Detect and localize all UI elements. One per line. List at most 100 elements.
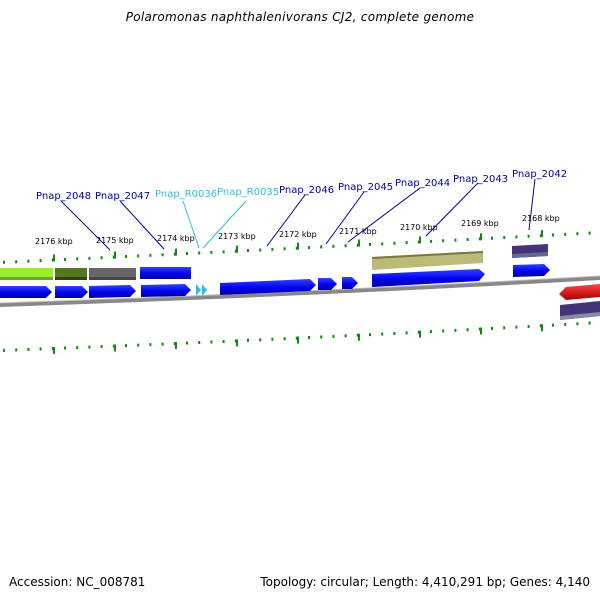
minor-tick [198,251,201,255]
minor-tick [137,343,140,347]
minor-tick [417,240,420,244]
outer-major-ticks [53,230,543,262]
major-tick [419,236,421,244]
minor-tick [552,233,554,237]
minor-tick [210,250,213,254]
cds-arrow[interactable] [372,269,485,287]
ruler-label: 2170 kbp [400,223,438,232]
minor-tick [3,260,5,264]
trna-arrow-r0035[interactable] [202,284,207,296]
minor-tick [405,331,408,335]
cds-arrow[interactable] [318,278,337,290]
minor-tick [320,335,323,339]
genome-info-label: Topology: circular; Length: 4,410,291 bp… [260,575,590,589]
minor-tick [51,347,54,351]
minor-tick [76,257,79,261]
gene-label-pnap-2042[interactable]: Pnap_2042 [512,169,567,180]
feature-purple-lower-shade [560,312,600,320]
major-tick [297,336,299,344]
minor-tick [454,238,457,242]
cds-arrow[interactable] [89,285,136,298]
minor-tick [186,252,188,256]
minor-tick [161,253,164,257]
minor-tick [15,348,18,352]
feature-blue-upper[interactable] [140,267,191,279]
minor-tick [588,321,591,325]
major-tick [358,333,360,341]
minor-tick [478,237,481,241]
gene-labels: Pnap_2048 Pnap_2047 Pnap_R0036 Pnap_R003… [36,169,567,202]
minor-tick [308,246,310,250]
minor-tick [259,248,262,252]
trna-arrow-r0036[interactable] [196,284,201,296]
minor-tick [503,236,506,240]
leader-line [182,200,200,249]
major-tick [358,239,360,247]
gene-label-pnap-r0036[interactable]: Pnap_R0036 [155,189,217,200]
leader-line [528,178,536,231]
leader-line [325,191,365,245]
minor-tick [222,339,225,343]
minor-tick [247,249,249,253]
cds-track [0,264,600,320]
gene-label-pnap-2046[interactable]: Pnap_2046 [279,185,334,196]
inner-major-ticks [53,324,543,354]
minor-tick [295,336,298,340]
minor-tick [344,334,347,338]
gene-label-pnap-2043[interactable]: Pnap_2043 [453,174,508,185]
minor-tick [161,342,164,346]
minor-tick [442,239,445,243]
minor-tick [539,324,542,328]
minor-tick [259,338,262,342]
minor-tick [539,234,542,238]
cds-arrow[interactable] [141,284,191,297]
feature-track-upper [0,244,548,280]
cds-arrow-reverse-red[interactable] [559,284,600,300]
gene-label-pnap-r0035[interactable]: Pnap_R0035 [217,187,279,198]
map-title: Polaromonas naphthalenivorans CJ2, compl… [125,10,475,24]
major-tick [236,245,238,253]
minor-tick [552,323,554,327]
minor-tick [125,255,127,259]
gene-label-pnap-2045[interactable]: Pnap_2045 [338,182,393,193]
minor-tick [295,246,298,250]
minor-tick [125,344,127,348]
major-tick [541,324,543,332]
minor-tick [332,334,335,338]
minor-tick [112,255,115,259]
minor-tick [442,329,445,333]
minor-tick [527,234,530,238]
major-tick [53,346,55,354]
ruler-label: 2174 kbp [157,234,195,243]
minor-tick [527,324,530,328]
minor-tick [503,326,506,330]
feature-khaki-shadow [372,251,483,259]
cds-arrow[interactable] [220,279,316,295]
minor-tick [234,339,237,343]
leader-line [425,182,479,237]
ruler-label: 2169 kbp [461,219,499,228]
minor-tick [137,254,140,258]
cds-arrow[interactable] [342,277,358,289]
minor-tick [39,347,42,351]
minor-tick [466,328,469,332]
minor-tick [369,242,371,246]
minor-tick [283,337,286,341]
cds-arrow[interactable] [513,264,550,277]
gene-label-pnap-2048[interactable]: Pnap_2048 [36,191,91,202]
cds-arrow[interactable] [55,286,88,298]
minor-tick [576,322,579,326]
minor-tick [64,257,66,261]
minor-tick [320,245,323,249]
minor-tick [466,237,469,241]
minor-tick [491,326,493,330]
minor-tick [15,260,18,264]
gene-label-pnap-2047[interactable]: Pnap_2047 [95,191,150,202]
minor-tick [491,236,493,240]
minor-tick [381,332,384,336]
cds-arrow[interactable] [0,286,52,298]
minor-tick [515,325,518,329]
minor-tick [344,244,347,248]
major-tick [175,342,177,350]
gene-label-pnap-2044[interactable]: Pnap_2044 [395,178,450,189]
